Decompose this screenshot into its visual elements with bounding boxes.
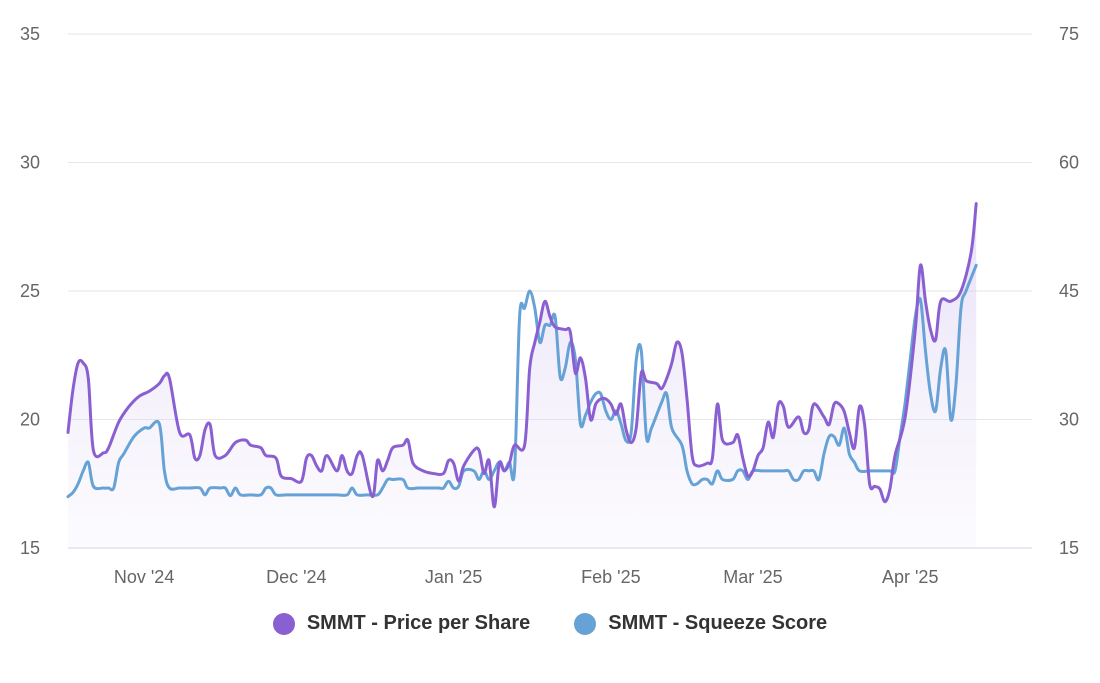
y-left-tick-label: 15 <box>20 538 40 558</box>
x-tick-label: Apr '25 <box>882 567 938 587</box>
y-axis-right: 15 30 45 60 75 <box>1059 24 1079 558</box>
x-tick-label: Nov '24 <box>114 567 174 587</box>
y-left-tick-label: 35 <box>20 24 40 44</box>
x-tick-label: Feb '25 <box>581 567 640 587</box>
y-right-tick-label: 45 <box>1059 281 1079 301</box>
y-left-tick-label: 25 <box>20 281 40 301</box>
legend-swatch-price <box>272 612 295 635</box>
series-line-squeeze-score[interactable] <box>66 263 978 499</box>
legend-item-squeeze[interactable]: SMMT - Squeeze Score <box>574 612 827 635</box>
y-right-tick-label: 30 <box>1059 410 1079 430</box>
area-layer <box>68 203 977 548</box>
price-area-fill <box>68 203 977 548</box>
y-right-tick-label: 75 <box>1059 24 1079 44</box>
y-right-tick-label: 15 <box>1059 538 1079 558</box>
x-axis: Nov '24 Dec '24 Jan '25 Feb '25 Mar '25 Apr '… <box>114 567 939 587</box>
series-line-price[interactable] <box>66 202 978 509</box>
y-left-tick-label: 30 <box>20 153 40 173</box>
y-left-tick-label: 20 <box>20 410 40 430</box>
legend-swatch-squeeze <box>574 612 597 635</box>
x-tick-label: Mar '25 <box>723 567 782 587</box>
y-axis-left: 15 20 25 30 35 <box>20 24 40 558</box>
series-lines <box>66 202 978 509</box>
legend-item-price[interactable]: SMMT - Price per Share <box>272 612 531 635</box>
legend: SMMT - Price per Share SMMT - Squeeze Sc… <box>0 612 1100 635</box>
y-right-tick-label: 60 <box>1059 153 1079 173</box>
legend-label-price: SMMT - Price per Share <box>306 612 531 634</box>
chart-plot: 15 20 25 30 35 15 30 45 60 75 Nov '24 Dec '24 Jan … <box>20 24 1079 587</box>
legend-label-squeeze: SMMT - Squeeze Score <box>608 612 828 634</box>
x-tick-label: Jan '25 <box>425 567 482 587</box>
x-tick-label: Dec '24 <box>266 567 326 587</box>
